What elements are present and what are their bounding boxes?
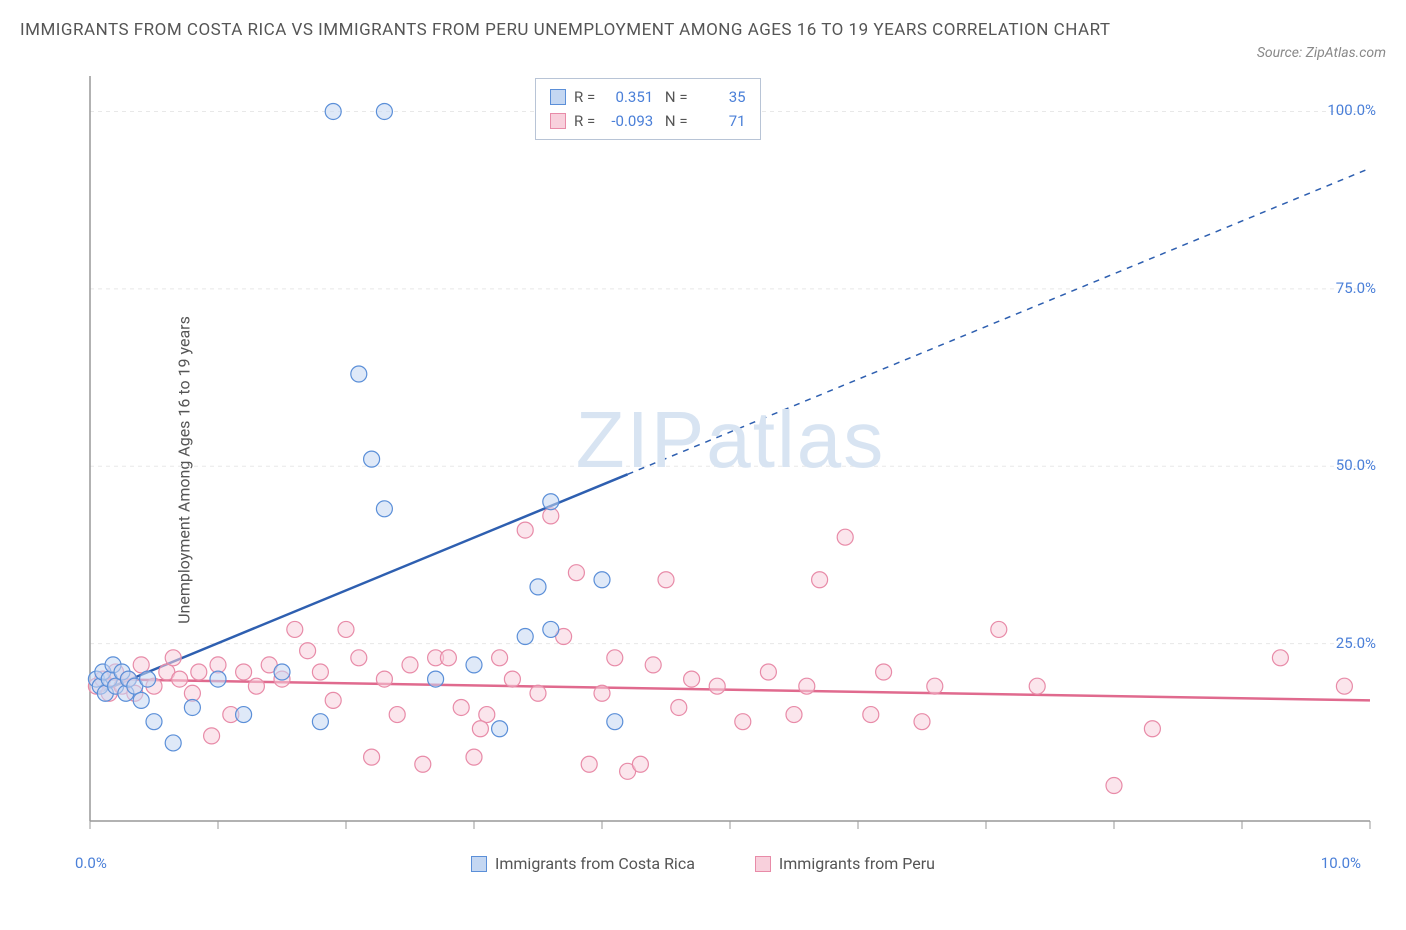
r-value: 0.351 xyxy=(603,85,653,109)
n-value: 35 xyxy=(696,85,746,109)
chart-title: IMMIGRANTS FROM COSTA RICA VS IMMIGRANTS… xyxy=(20,15,1111,46)
r-value: -0.093 xyxy=(603,109,653,133)
correlation-stats-box: R = 0.351 N = 35 R = -0.093 N = 71 xyxy=(535,78,761,140)
legend-item-costa-rica: Immigrants from Costa Rica xyxy=(471,854,695,873)
legend-item-peru: Immigrants from Peru xyxy=(755,854,935,873)
legend-label: Immigrants from Peru xyxy=(779,854,935,873)
swatch-icon xyxy=(471,856,487,872)
plot-svg xyxy=(75,66,1385,846)
y-tick-label: 25.0% xyxy=(1336,634,1376,652)
bottom-legend: 0.0% Immigrants from Costa Rica Immigran… xyxy=(20,854,1386,873)
x-tick-min: 0.0% xyxy=(75,854,107,872)
y-tick-label: 100.0% xyxy=(1327,101,1376,119)
swatch-icon xyxy=(550,113,566,129)
y-tick-label: 50.0% xyxy=(1336,456,1376,474)
y-tick-label: 75.0% xyxy=(1336,279,1376,297)
stats-row-costa-rica: R = 0.351 N = 35 xyxy=(550,85,746,109)
swatch-icon xyxy=(755,856,771,872)
scatter-plot: ZIPatlas 25.0%50.0%75.0%100.0% R = 0.351… xyxy=(75,66,1386,846)
x-tick-max: 10.0% xyxy=(1321,854,1361,872)
source-credit: Source: ZipAtlas.com xyxy=(1257,45,1386,61)
legend-label: Immigrants from Costa Rica xyxy=(495,854,695,873)
n-value: 71 xyxy=(696,109,746,133)
stats-row-peru: R = -0.093 N = 71 xyxy=(550,109,746,133)
swatch-icon xyxy=(550,89,566,105)
